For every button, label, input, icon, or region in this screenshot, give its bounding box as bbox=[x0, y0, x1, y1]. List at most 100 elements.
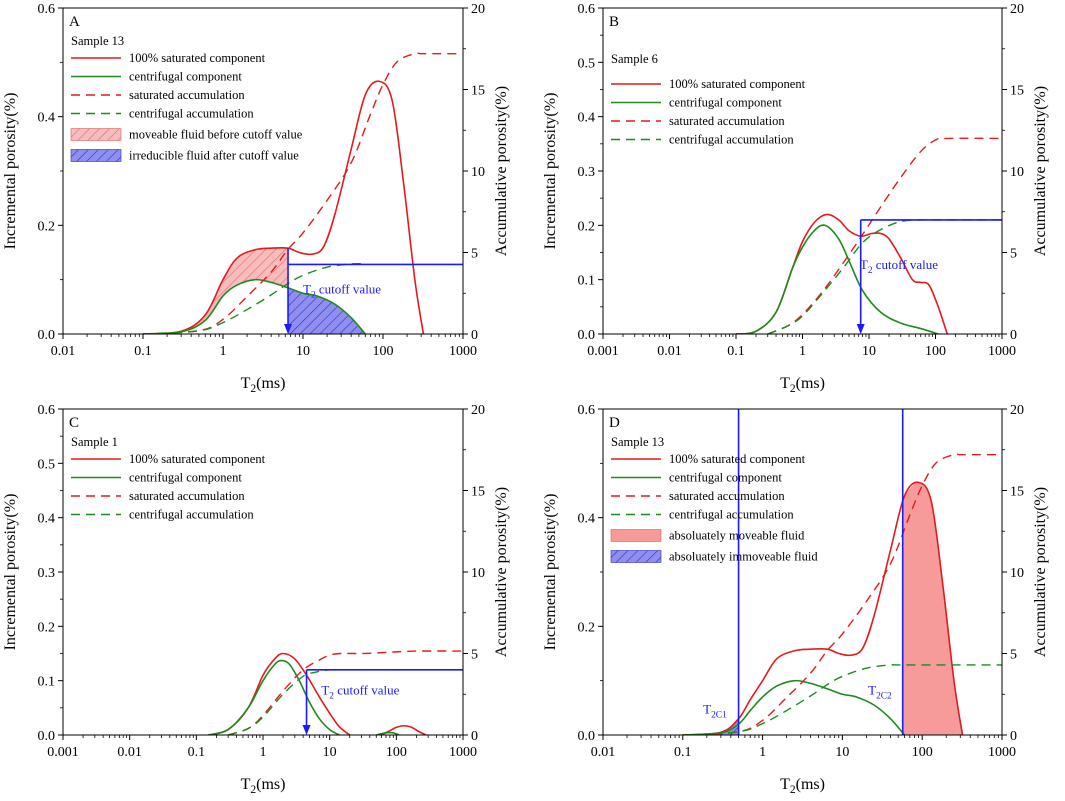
y2-tick-label: 0 bbox=[1010, 328, 1017, 343]
y-tick-label: 0.6 bbox=[578, 2, 596, 17]
panel-letter: A bbox=[69, 14, 80, 30]
legend-label: centrifugal component bbox=[669, 96, 782, 110]
y2-axis-label: Accumulative porosity(%) bbox=[493, 86, 510, 256]
cutoff-annotation-sub: 2 bbox=[868, 266, 873, 276]
sample-label: Sample 1 bbox=[71, 435, 118, 449]
x-axis-label-main: T bbox=[241, 375, 251, 392]
cutoff-annotation: T2 cutoff value bbox=[860, 257, 938, 276]
x-tick-label: 10 bbox=[323, 745, 337, 760]
cutoff-annotation-sub: 2 bbox=[329, 691, 334, 701]
y-tick-label: 0.1 bbox=[578, 274, 596, 289]
y-tick-label: 0.1 bbox=[38, 675, 56, 690]
y-tick-label: 0.2 bbox=[38, 219, 56, 234]
x-axis-label-sub: 2 bbox=[790, 383, 796, 395]
y2-tick-label: 0 bbox=[471, 729, 478, 744]
y-tick-label: 0.0 bbox=[38, 729, 56, 744]
legend-swatch-hatch-blue bbox=[70, 149, 122, 162]
panel-b: 0.001 0.01 0.1 1 10 100 10000.00.10.20.30.40.5… bbox=[542, 2, 1049, 395]
y2-tick-label: 20 bbox=[471, 2, 485, 17]
cutoff-annotation-sub: 2C2 bbox=[876, 691, 892, 701]
series-sat-inc-line bbox=[381, 724, 427, 735]
y-tick-label: 0.3 bbox=[578, 165, 596, 180]
cutoff-annotation: T2 cutoff value bbox=[321, 682, 399, 701]
x-tick-label: 0.01 bbox=[117, 745, 142, 760]
y2-tick-label: 20 bbox=[471, 403, 485, 418]
x-axis-label-tail: (ms) bbox=[796, 375, 825, 392]
y2-tick-label: 10 bbox=[1010, 566, 1024, 581]
x-axis-label: T2(ms) bbox=[780, 776, 825, 796]
series-cen-inc-line bbox=[735, 224, 939, 334]
legend-label: 100% saturated component bbox=[129, 452, 266, 466]
series-sat-acc-line bbox=[227, 650, 463, 735]
cutoff-annotation-sub: 2C1 bbox=[711, 710, 727, 720]
fill-hatch-red-area bbox=[143, 248, 289, 334]
y2-axis-label: Accumulative porosity(%) bbox=[1032, 487, 1049, 657]
cutoff-annotation-sub: 2 bbox=[311, 290, 316, 300]
y-tick-label: 0.6 bbox=[38, 2, 56, 17]
y-tick-label: 0.2 bbox=[578, 219, 596, 234]
x-tick-label: 0.1 bbox=[727, 344, 745, 359]
y2-tick-label: 15 bbox=[471, 485, 485, 500]
y-tick-label: 0.2 bbox=[578, 620, 596, 635]
y-tick-label: 0.4 bbox=[38, 111, 56, 126]
sample-label: Sample 13 bbox=[611, 435, 664, 449]
cutoff-annotation-tail: cutoff value bbox=[316, 281, 382, 296]
x-axis-label-sub: 2 bbox=[250, 784, 256, 796]
x-tick-label: 0.1 bbox=[188, 745, 206, 760]
panel-letter: C bbox=[69, 415, 79, 431]
fill-fill-red-area bbox=[902, 482, 963, 735]
x-tick-label: 100 bbox=[925, 344, 946, 359]
series-cen-inc-line bbox=[207, 659, 340, 735]
legend-label: 100% saturated component bbox=[669, 452, 806, 466]
legend-swatch-hatch-blue bbox=[610, 550, 662, 563]
y2-tick-label: 10 bbox=[471, 566, 485, 581]
x-axis-label: T2(ms) bbox=[241, 375, 286, 395]
series-cen-inc-line bbox=[376, 731, 400, 735]
legend-label: 100% saturated component bbox=[129, 51, 266, 65]
y-tick-label: 0.6 bbox=[38, 403, 56, 418]
x-tick-label: 10 bbox=[862, 344, 876, 359]
y2-axis-label: Accumulative porosity(%) bbox=[1032, 86, 1049, 256]
legend-label: irreducible fluid after cutoff value bbox=[129, 149, 299, 163]
y2-tick-label: 20 bbox=[1010, 403, 1024, 418]
x-tick-label: 0.01 bbox=[657, 344, 682, 359]
x-tick-label: 1000 bbox=[988, 745, 1016, 760]
series-sat-inc-line bbox=[142, 80, 425, 334]
series-sat-acc-line bbox=[142, 52, 460, 334]
y-tick-label: 0.4 bbox=[578, 111, 596, 126]
series-sat-inc-line bbox=[682, 481, 964, 735]
x-tick-label: 10 bbox=[835, 745, 849, 760]
legend-swatch-fill-red bbox=[610, 529, 662, 542]
x-tick-label: 1 bbox=[260, 745, 267, 760]
y2-tick-label: 5 bbox=[1010, 648, 1017, 663]
x-axis-label-sub: 2 bbox=[790, 784, 796, 796]
x-tick-label: 1 bbox=[759, 745, 766, 760]
panel-letter: D bbox=[609, 415, 620, 431]
legend-label: centrifugal accumulation bbox=[669, 508, 794, 522]
y2-tick-label: 15 bbox=[1010, 84, 1024, 99]
cutoff-annotation: T2 cutoff value bbox=[303, 281, 381, 300]
panel-a: 0.01 0.1 1 10 100 10000.00.20.40.605101520T2(… bbox=[2, 2, 510, 395]
legend-label: centrifugal accumulation bbox=[669, 133, 794, 147]
cutoff-arrow-head bbox=[302, 725, 311, 735]
cutoff-arrow-head bbox=[284, 324, 293, 334]
y-tick-label: 0.5 bbox=[578, 56, 596, 71]
y-tick-label: 0.6 bbox=[578, 403, 596, 418]
x-axis-label-main: T bbox=[780, 375, 790, 392]
x-axis-label-main: T bbox=[780, 776, 790, 793]
x-tick-label: 100 bbox=[386, 745, 407, 760]
x-tick-label: 0.001 bbox=[587, 344, 619, 359]
legend-label: saturated accumulation bbox=[669, 489, 785, 503]
y-axis-label: Incremental porosity(%) bbox=[542, 93, 559, 250]
legend-label: 100% saturated component bbox=[669, 77, 806, 91]
x-tick-label: 0.01 bbox=[591, 745, 616, 760]
y2-tick-label: 10 bbox=[1010, 165, 1024, 180]
cutoff-annotation-main: T bbox=[321, 682, 329, 697]
x-tick-label: 100 bbox=[373, 344, 394, 359]
plot-area bbox=[735, 137, 1002, 334]
x-axis-label: T2(ms) bbox=[780, 375, 825, 395]
y-tick-label: 0.0 bbox=[578, 328, 596, 343]
x-tick-label: 100 bbox=[912, 745, 933, 760]
cutoff-arrow-head bbox=[856, 324, 865, 334]
y2-tick-label: 15 bbox=[1010, 485, 1024, 500]
